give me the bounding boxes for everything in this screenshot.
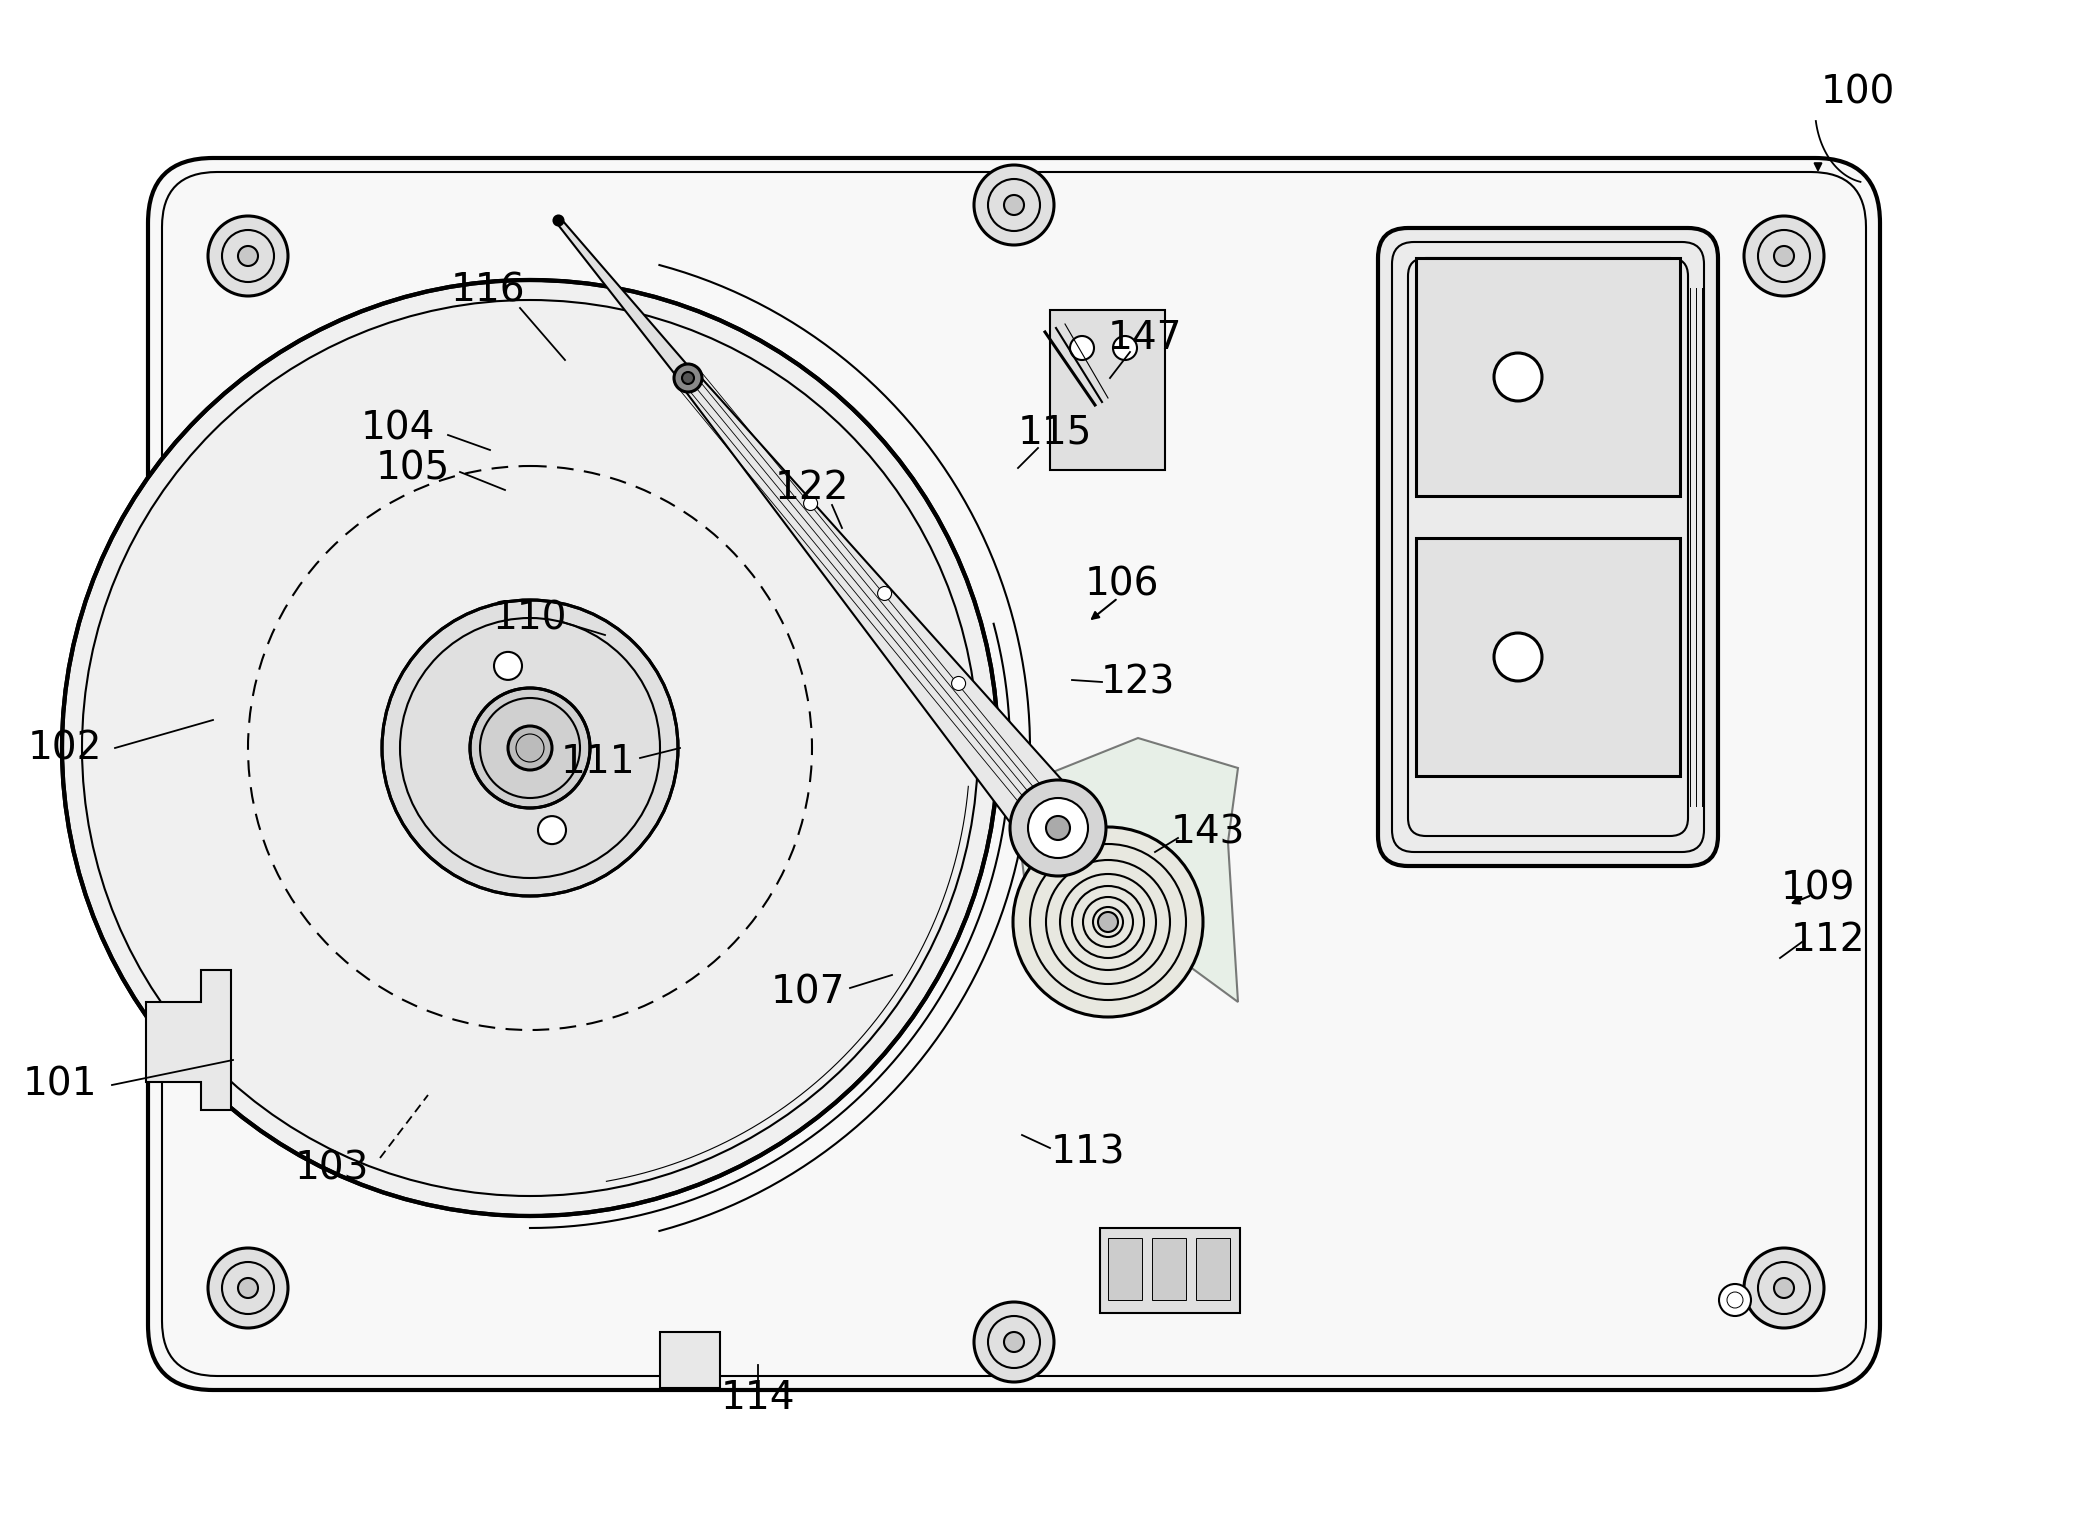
Circle shape xyxy=(469,689,590,808)
Circle shape xyxy=(538,816,567,844)
Circle shape xyxy=(509,725,552,770)
Circle shape xyxy=(62,280,999,1216)
Text: 100: 100 xyxy=(1822,72,1894,111)
Bar xyxy=(1153,1237,1186,1300)
Text: 112: 112 xyxy=(1790,921,1865,959)
Circle shape xyxy=(974,1302,1053,1382)
Circle shape xyxy=(1720,1283,1751,1316)
Bar xyxy=(1417,538,1680,776)
Circle shape xyxy=(804,496,818,510)
Circle shape xyxy=(1009,779,1105,876)
Polygon shape xyxy=(557,218,694,383)
Text: 114: 114 xyxy=(721,1379,795,1417)
Circle shape xyxy=(1493,633,1541,681)
Text: 115: 115 xyxy=(1018,413,1093,450)
Circle shape xyxy=(1070,337,1095,360)
Circle shape xyxy=(1745,217,1824,297)
Circle shape xyxy=(1774,246,1795,266)
Text: 106: 106 xyxy=(1084,566,1159,604)
Text: 111: 111 xyxy=(561,742,636,781)
Bar xyxy=(1101,1228,1240,1313)
Circle shape xyxy=(1047,816,1070,841)
Circle shape xyxy=(1014,827,1203,1017)
Text: 122: 122 xyxy=(775,469,849,507)
Circle shape xyxy=(239,246,258,266)
Polygon shape xyxy=(1051,310,1165,470)
Text: 143: 143 xyxy=(1171,813,1246,851)
Circle shape xyxy=(951,676,966,690)
Polygon shape xyxy=(681,372,1084,850)
Text: 102: 102 xyxy=(27,729,102,767)
FancyBboxPatch shape xyxy=(147,158,1880,1389)
Circle shape xyxy=(494,652,521,679)
Circle shape xyxy=(1113,337,1136,360)
Bar xyxy=(1196,1237,1230,1300)
Text: 103: 103 xyxy=(295,1150,370,1187)
Text: 123: 123 xyxy=(1101,662,1176,701)
Text: 116: 116 xyxy=(451,271,525,309)
Circle shape xyxy=(1003,195,1024,215)
Circle shape xyxy=(681,372,694,384)
Text: 113: 113 xyxy=(1051,1133,1126,1171)
Circle shape xyxy=(1003,1333,1024,1353)
Circle shape xyxy=(1028,798,1088,858)
Circle shape xyxy=(239,1277,258,1299)
Circle shape xyxy=(208,217,289,297)
Text: 147: 147 xyxy=(1107,320,1182,357)
Circle shape xyxy=(1774,1277,1795,1299)
Polygon shape xyxy=(1024,810,1161,950)
Circle shape xyxy=(974,164,1053,244)
Circle shape xyxy=(208,1248,289,1328)
Text: 104: 104 xyxy=(361,409,436,447)
Polygon shape xyxy=(145,970,231,1110)
Text: 105: 105 xyxy=(376,449,451,487)
Polygon shape xyxy=(660,1333,721,1388)
Circle shape xyxy=(1493,354,1541,401)
Bar xyxy=(1107,1237,1142,1300)
Text: 107: 107 xyxy=(771,973,845,1011)
Bar xyxy=(1417,258,1680,496)
Circle shape xyxy=(552,215,563,226)
Circle shape xyxy=(1745,1248,1824,1328)
Text: 109: 109 xyxy=(1780,868,1855,907)
FancyBboxPatch shape xyxy=(1377,227,1718,865)
Circle shape xyxy=(1099,911,1117,931)
Circle shape xyxy=(1726,1293,1743,1308)
Polygon shape xyxy=(1014,738,1238,1002)
Circle shape xyxy=(675,364,702,392)
Text: 101: 101 xyxy=(23,1067,98,1104)
Circle shape xyxy=(382,599,677,896)
Circle shape xyxy=(879,587,891,601)
Text: 110: 110 xyxy=(492,599,567,636)
